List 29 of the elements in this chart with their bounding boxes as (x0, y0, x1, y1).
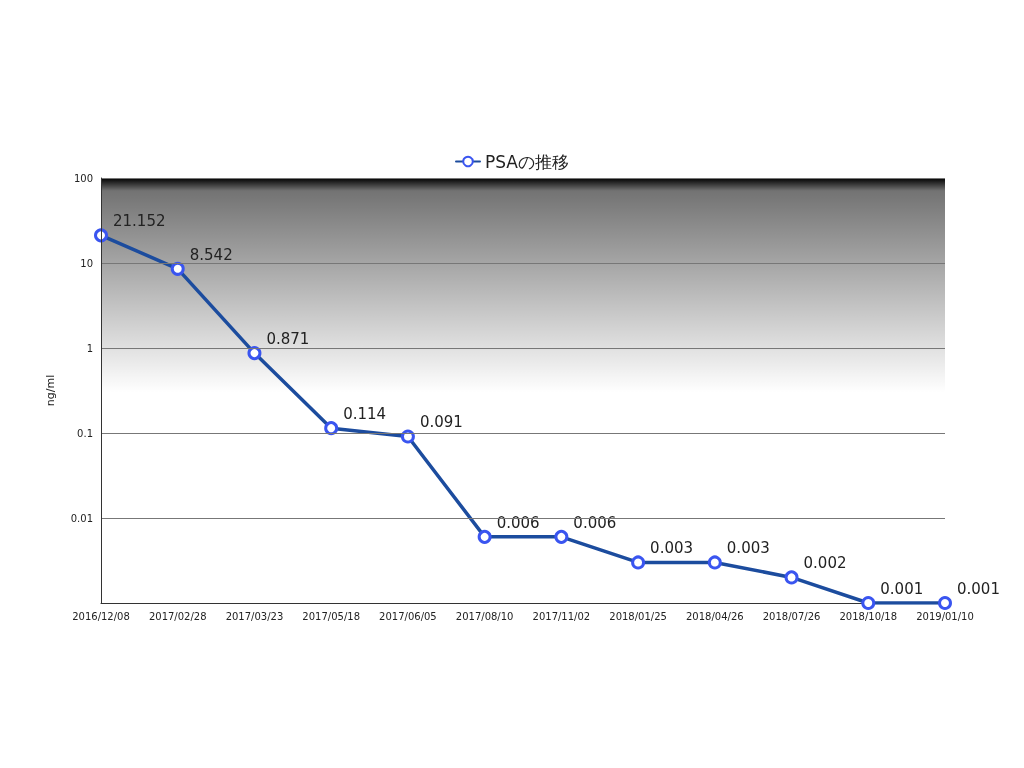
x-tick-label: 2017/08/10 (455, 610, 514, 622)
x-tick-label: 2017/05/18 (302, 610, 360, 622)
data-label: 0.091 (419, 413, 463, 432)
data-label: 0.001 (957, 580, 1000, 598)
data-label: 8.542 (189, 245, 233, 264)
legend-label: PSAの推移 (485, 151, 570, 172)
data-label: 0.114 (343, 405, 387, 424)
y-tick-label: 100 (73, 172, 93, 184)
x-tick-label: 2017/11/02 (532, 610, 591, 622)
data-label: 0.001 (880, 580, 924, 598)
x-tick-label: 2018/10/18 (839, 610, 898, 622)
y-tick-label: 10 (80, 257, 93, 269)
y-tick-label: 0.1 (77, 427, 93, 439)
x-tick-label: 2019/01/10 (916, 610, 974, 622)
x-tick-label: 2018/01/25 (609, 610, 667, 622)
data-label: 21.152 (113, 212, 166, 231)
data-label: 0.002 (803, 554, 847, 573)
x-tick-label: 2018/07/26 (762, 610, 821, 622)
data-label: 0.871 (266, 330, 310, 349)
x-tick-label: 2016/12/08 (72, 610, 130, 622)
y-tick-label: 0.01 (70, 512, 93, 524)
x-tick-label: 2017/06/05 (379, 610, 437, 622)
data-label: 0.003 (650, 539, 694, 558)
x-tick-label: 2017/03/23 (225, 610, 284, 622)
x-tick-label: 2018/04/26 (686, 610, 744, 622)
y-axis-title: ng/ml (44, 374, 57, 407)
y-tick-label: 1 (86, 342, 93, 354)
x-tick-label: 2017/02/28 (148, 610, 207, 622)
data-label: 0.003 (726, 539, 770, 558)
